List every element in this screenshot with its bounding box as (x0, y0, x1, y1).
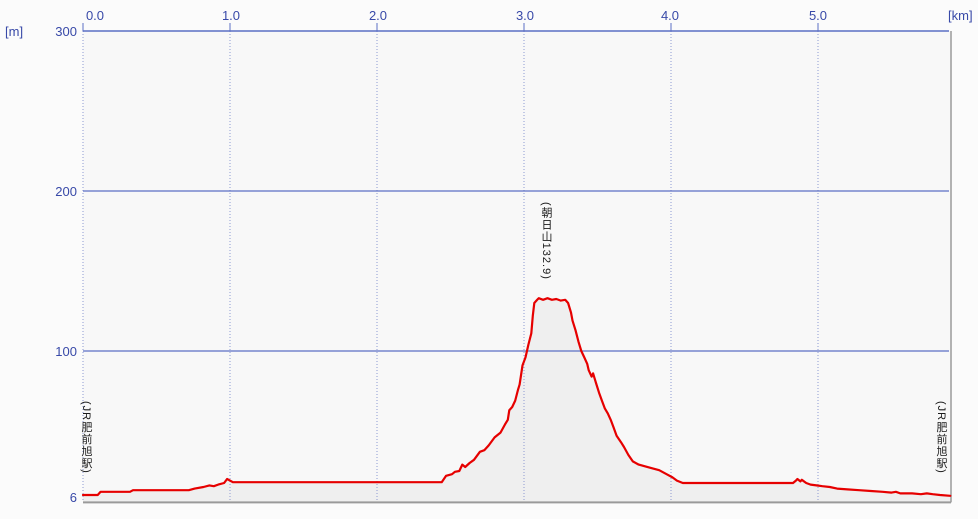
x-unit-label: [km] (948, 8, 973, 23)
y-unit-label: [m] (5, 24, 24, 39)
x-tick-label-0: 0.0 (85, 8, 105, 23)
elevation-area-fill (83, 298, 951, 502)
x-tick-label-1: 1.0 (221, 8, 241, 23)
x-tick-label-5: 5.0 (808, 8, 828, 23)
end-station-annotation: (JR肥前旭駅) (935, 401, 947, 474)
x-tick-label-2: 2.0 (368, 8, 388, 23)
y-tick-label-100: 100 (55, 344, 77, 359)
start-station-annotation: (JR肥前旭駅) (80, 401, 92, 474)
y-tick-label-300: 300 (55, 24, 77, 39)
y-tick-label-6: 6 (69, 490, 77, 505)
x-tick-label-4: 4.0 (660, 8, 680, 23)
x-tick-label-3: 3.0 (515, 8, 535, 23)
elevation-line (81, 297, 952, 497)
y-tick-label-200: 200 (55, 184, 77, 199)
peak-annotation: (朝日山132.9) (540, 202, 552, 280)
